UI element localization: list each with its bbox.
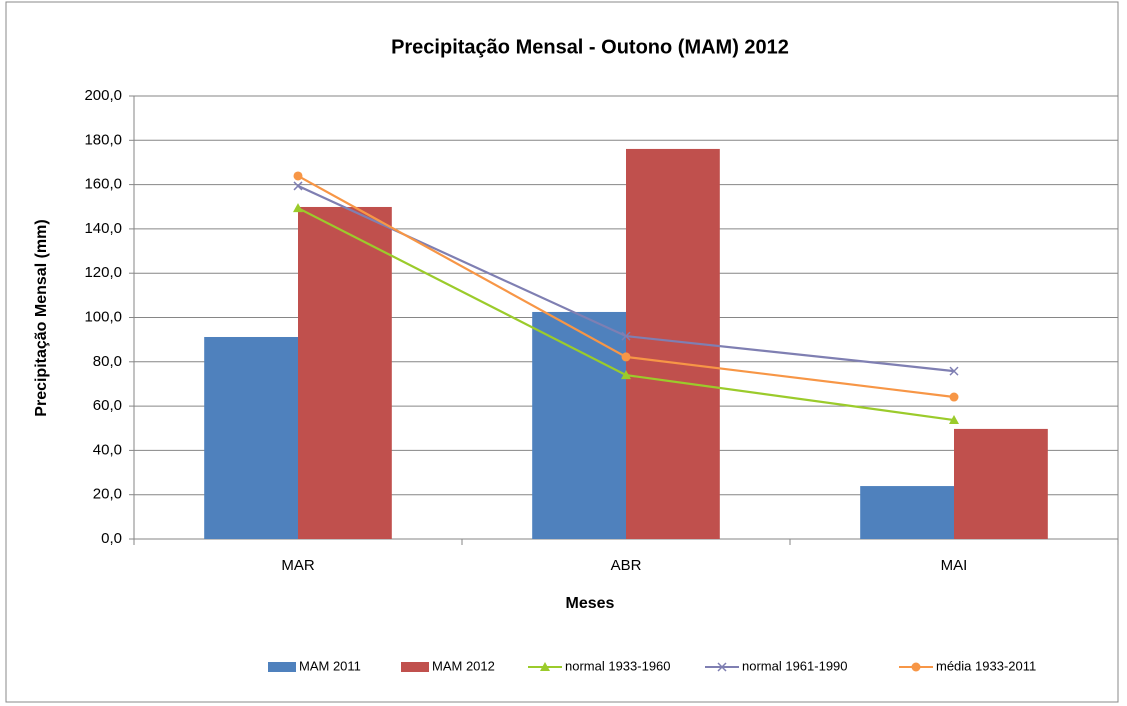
y-tick-label: 160,0 xyxy=(84,176,122,193)
bar xyxy=(532,311,626,539)
y-tick-label: 140,0 xyxy=(84,220,122,237)
line-marker xyxy=(621,352,631,362)
bar xyxy=(860,486,954,539)
legend-marker xyxy=(911,662,921,672)
x-tick-label: ABR xyxy=(611,557,642,574)
legend-label: MAM 2012 xyxy=(432,658,495,673)
legend-swatch xyxy=(268,662,296,672)
line-marker xyxy=(621,331,631,341)
y-tick-label: 20,0 xyxy=(93,486,122,503)
x-tick-label: MAR xyxy=(281,557,315,574)
y-tick-label: 100,0 xyxy=(84,308,122,325)
x-axis-label: Meses xyxy=(566,595,615,612)
legend-marker xyxy=(717,662,727,672)
legend-marker xyxy=(540,662,550,671)
line-marker xyxy=(293,171,303,181)
legend-label: média 1933-2011 xyxy=(936,658,1036,673)
legend-label: normal 1961-1990 xyxy=(742,658,848,673)
legend-label: normal 1933-1960 xyxy=(565,658,671,673)
line-marker xyxy=(621,370,631,380)
line-marker xyxy=(293,203,303,213)
legend-swatch xyxy=(401,662,429,672)
line-marker xyxy=(293,181,303,191)
y-tick-label: 40,0 xyxy=(93,441,122,458)
y-axis-label: Precipitação Mensal (mm) xyxy=(33,219,50,416)
legend-label: MAM 2011 xyxy=(299,658,361,673)
y-tick-label: 180,0 xyxy=(84,131,122,148)
y-tick-label: 60,0 xyxy=(93,397,122,414)
bar xyxy=(298,206,392,539)
chart-title: Precipitação Mensal - Outono (MAM) 2012 xyxy=(391,36,789,58)
y-tick-label: 0,0 xyxy=(101,530,122,547)
bar xyxy=(954,428,1048,539)
y-tick-label: 120,0 xyxy=(84,264,122,281)
line-marker xyxy=(949,392,959,402)
bar xyxy=(204,336,298,539)
x-tick-label: MAI xyxy=(941,557,968,574)
y-tick-label: 80,0 xyxy=(93,353,122,370)
line-marker xyxy=(949,415,959,425)
line-marker xyxy=(949,366,959,376)
y-tick-label: 200,0 xyxy=(84,87,122,104)
